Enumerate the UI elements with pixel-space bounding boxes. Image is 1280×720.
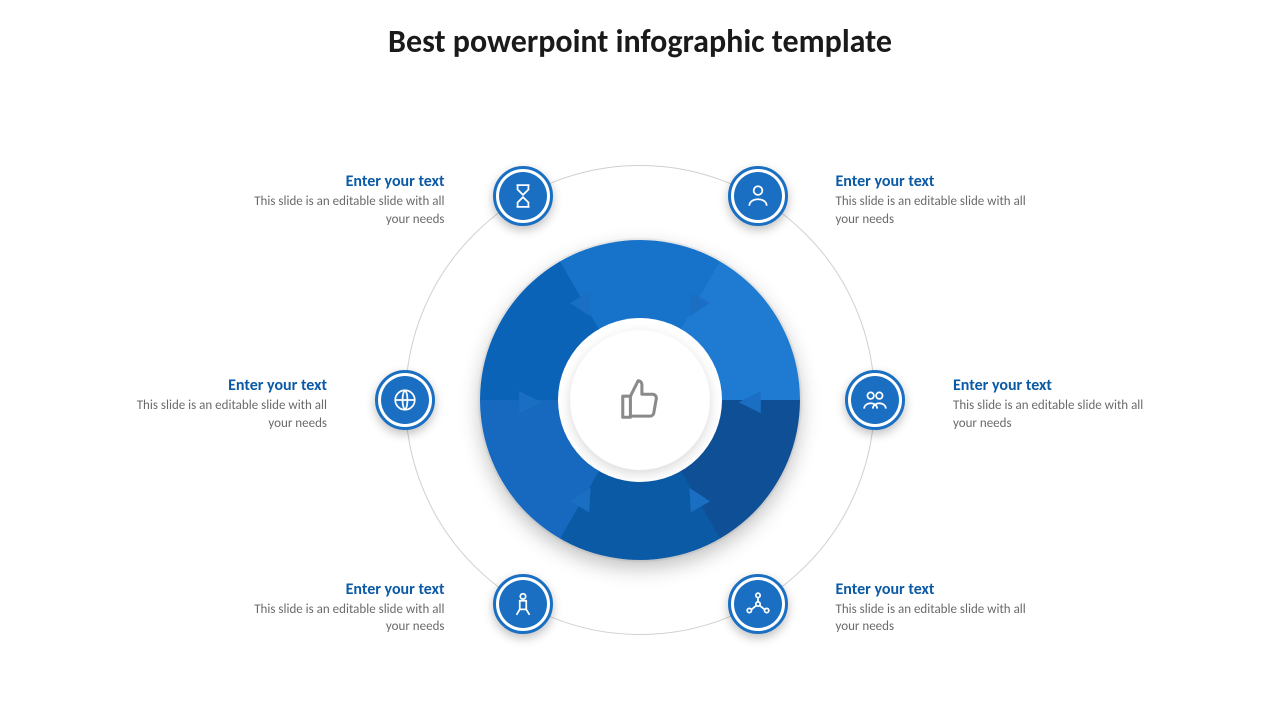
node-2: [845, 370, 905, 430]
presenter-icon: [499, 580, 547, 628]
label-body: This slide is an editable slide with all…: [836, 193, 1046, 228]
label-body: This slide is an editable slide with all…: [836, 601, 1046, 636]
infographic-stage: Enter your text This slide is an editable…: [0, 0, 1280, 720]
label-title: Enter your text: [235, 172, 445, 191]
globe-icon: [381, 376, 429, 424]
label-title: Enter your text: [117, 376, 327, 395]
node-0: [493, 166, 553, 226]
arrow-in: [519, 391, 541, 413]
arrow-in: [739, 391, 761, 413]
label-title: Enter your text: [836, 172, 1046, 191]
label-1: Enter your text This slide is an editable…: [836, 172, 1046, 228]
team-icon: [851, 376, 899, 424]
thumbs-up-icon: [617, 377, 663, 423]
node-1: [728, 166, 788, 226]
person-icon: [734, 172, 782, 220]
label-body: This slide is an editable slide with all…: [235, 193, 445, 228]
network-icon: [734, 580, 782, 628]
label-title: Enter your text: [836, 580, 1046, 599]
node-5: [375, 370, 435, 430]
hourglass-icon: [499, 172, 547, 220]
node-3: [728, 574, 788, 634]
center-circle: [570, 330, 710, 470]
label-5: Enter your text This slide is an editable…: [117, 376, 327, 432]
label-0: Enter your text This slide is an editable…: [235, 172, 445, 228]
label-body: This slide is an editable slide with all…: [953, 397, 1163, 432]
label-body: This slide is an editable slide with all…: [235, 601, 445, 636]
label-title: Enter your text: [235, 580, 445, 599]
node-4: [493, 574, 553, 634]
label-4: Enter your text This slide is an editable…: [235, 580, 445, 636]
label-title: Enter your text: [953, 376, 1163, 395]
label-3: Enter your text This slide is an editable…: [836, 580, 1046, 636]
label-body: This slide is an editable slide with all…: [117, 397, 327, 432]
label-2: Enter your text This slide is an editable…: [953, 376, 1163, 432]
